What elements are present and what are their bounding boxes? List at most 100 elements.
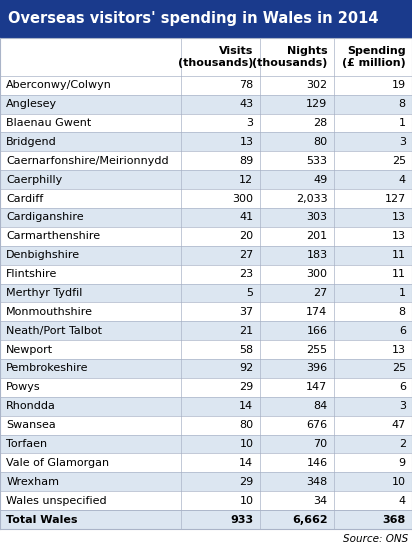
- FancyBboxPatch shape: [0, 265, 412, 283]
- Text: Newport: Newport: [6, 345, 53, 355]
- Text: 25: 25: [392, 363, 406, 373]
- FancyBboxPatch shape: [0, 38, 412, 76]
- Text: 1: 1: [399, 118, 406, 128]
- FancyBboxPatch shape: [0, 227, 412, 246]
- Text: 25: 25: [392, 156, 406, 166]
- Text: Anglesey: Anglesey: [6, 99, 57, 109]
- Text: Nights
(thousands): Nights (thousands): [252, 46, 328, 68]
- Text: 80: 80: [239, 420, 253, 430]
- Text: 28: 28: [313, 118, 328, 128]
- Text: 166: 166: [307, 326, 328, 335]
- Text: 2,033: 2,033: [296, 193, 328, 204]
- Text: 933: 933: [230, 514, 253, 524]
- FancyBboxPatch shape: [0, 435, 412, 453]
- Text: 6,662: 6,662: [292, 514, 328, 524]
- Text: 255: 255: [307, 345, 328, 355]
- FancyBboxPatch shape: [0, 132, 412, 152]
- Text: Merthyr Tydfil: Merthyr Tydfil: [6, 288, 82, 298]
- FancyBboxPatch shape: [0, 302, 412, 321]
- Text: 12: 12: [239, 175, 253, 184]
- Text: 300: 300: [307, 269, 328, 279]
- Text: 9: 9: [399, 458, 406, 468]
- Text: Powys: Powys: [6, 382, 41, 393]
- Text: 8: 8: [399, 99, 406, 109]
- Text: Neath/Port Talbot: Neath/Port Talbot: [6, 326, 102, 335]
- Text: 13: 13: [392, 231, 406, 242]
- Text: 13: 13: [392, 212, 406, 222]
- Text: 3: 3: [399, 401, 406, 411]
- Text: 92: 92: [239, 363, 253, 373]
- Text: 303: 303: [307, 212, 328, 222]
- Text: 19: 19: [392, 80, 406, 90]
- Text: Rhondda: Rhondda: [6, 401, 56, 411]
- Text: 3: 3: [399, 137, 406, 147]
- Text: Monmouthshire: Monmouthshire: [6, 307, 93, 317]
- Text: 27: 27: [313, 288, 328, 298]
- Text: 10: 10: [239, 496, 253, 506]
- Text: Carmarthenshire: Carmarthenshire: [6, 231, 100, 242]
- Text: 13: 13: [392, 345, 406, 355]
- Text: 2: 2: [399, 439, 406, 449]
- Text: 129: 129: [306, 99, 328, 109]
- Text: 43: 43: [239, 99, 253, 109]
- Text: 37: 37: [239, 307, 253, 317]
- Text: Bridgend: Bridgend: [6, 137, 57, 147]
- FancyBboxPatch shape: [0, 0, 412, 38]
- Text: 11: 11: [392, 269, 406, 279]
- Text: 8: 8: [399, 307, 406, 317]
- Text: 14: 14: [239, 401, 253, 411]
- FancyBboxPatch shape: [0, 170, 412, 189]
- Text: 4: 4: [399, 175, 406, 184]
- FancyBboxPatch shape: [0, 397, 412, 416]
- Text: Swansea: Swansea: [6, 420, 56, 430]
- FancyBboxPatch shape: [0, 416, 412, 435]
- Text: Caernarfonshire/Meirionnydd: Caernarfonshire/Meirionnydd: [6, 156, 169, 166]
- Text: 14: 14: [239, 458, 253, 468]
- Text: 3: 3: [246, 118, 253, 128]
- FancyBboxPatch shape: [0, 510, 412, 529]
- Text: 84: 84: [313, 401, 328, 411]
- Text: 146: 146: [307, 458, 328, 468]
- Text: 396: 396: [307, 363, 328, 373]
- FancyBboxPatch shape: [0, 472, 412, 491]
- Text: Visits
(thousands): Visits (thousands): [178, 46, 253, 68]
- Text: 34: 34: [314, 496, 328, 506]
- Text: 29: 29: [239, 382, 253, 393]
- Text: 58: 58: [239, 345, 253, 355]
- Text: Wrexham: Wrexham: [6, 477, 59, 487]
- Text: 41: 41: [239, 212, 253, 222]
- FancyBboxPatch shape: [0, 246, 412, 265]
- Text: 676: 676: [307, 420, 328, 430]
- Text: 20: 20: [239, 231, 253, 242]
- Text: 49: 49: [313, 175, 328, 184]
- Text: 147: 147: [306, 382, 328, 393]
- Text: Torfaen: Torfaen: [6, 439, 47, 449]
- FancyBboxPatch shape: [0, 208, 412, 227]
- Text: 10: 10: [239, 439, 253, 449]
- FancyBboxPatch shape: [0, 321, 412, 340]
- Text: Cardiganshire: Cardiganshire: [6, 212, 84, 222]
- Text: Flintshire: Flintshire: [6, 269, 58, 279]
- Text: 6: 6: [399, 326, 406, 335]
- FancyBboxPatch shape: [0, 378, 412, 397]
- Text: 13: 13: [239, 137, 253, 147]
- FancyBboxPatch shape: [0, 340, 412, 359]
- Text: 5: 5: [246, 288, 253, 298]
- Text: 80: 80: [314, 137, 328, 147]
- FancyBboxPatch shape: [0, 491, 412, 510]
- FancyBboxPatch shape: [0, 76, 412, 94]
- Text: 300: 300: [232, 193, 253, 204]
- Text: 78: 78: [239, 80, 253, 90]
- Text: 6: 6: [399, 382, 406, 393]
- Text: Aberconwy/Colwyn: Aberconwy/Colwyn: [6, 80, 112, 90]
- FancyBboxPatch shape: [0, 283, 412, 302]
- Text: 89: 89: [239, 156, 253, 166]
- Text: 23: 23: [239, 269, 253, 279]
- Text: 47: 47: [391, 420, 406, 430]
- Text: Spending
(£ million): Spending (£ million): [342, 46, 406, 68]
- Text: 27: 27: [239, 250, 253, 260]
- Text: Cardiff: Cardiff: [6, 193, 43, 204]
- Text: 201: 201: [307, 231, 328, 242]
- Text: 1: 1: [399, 288, 406, 298]
- Text: 70: 70: [314, 439, 328, 449]
